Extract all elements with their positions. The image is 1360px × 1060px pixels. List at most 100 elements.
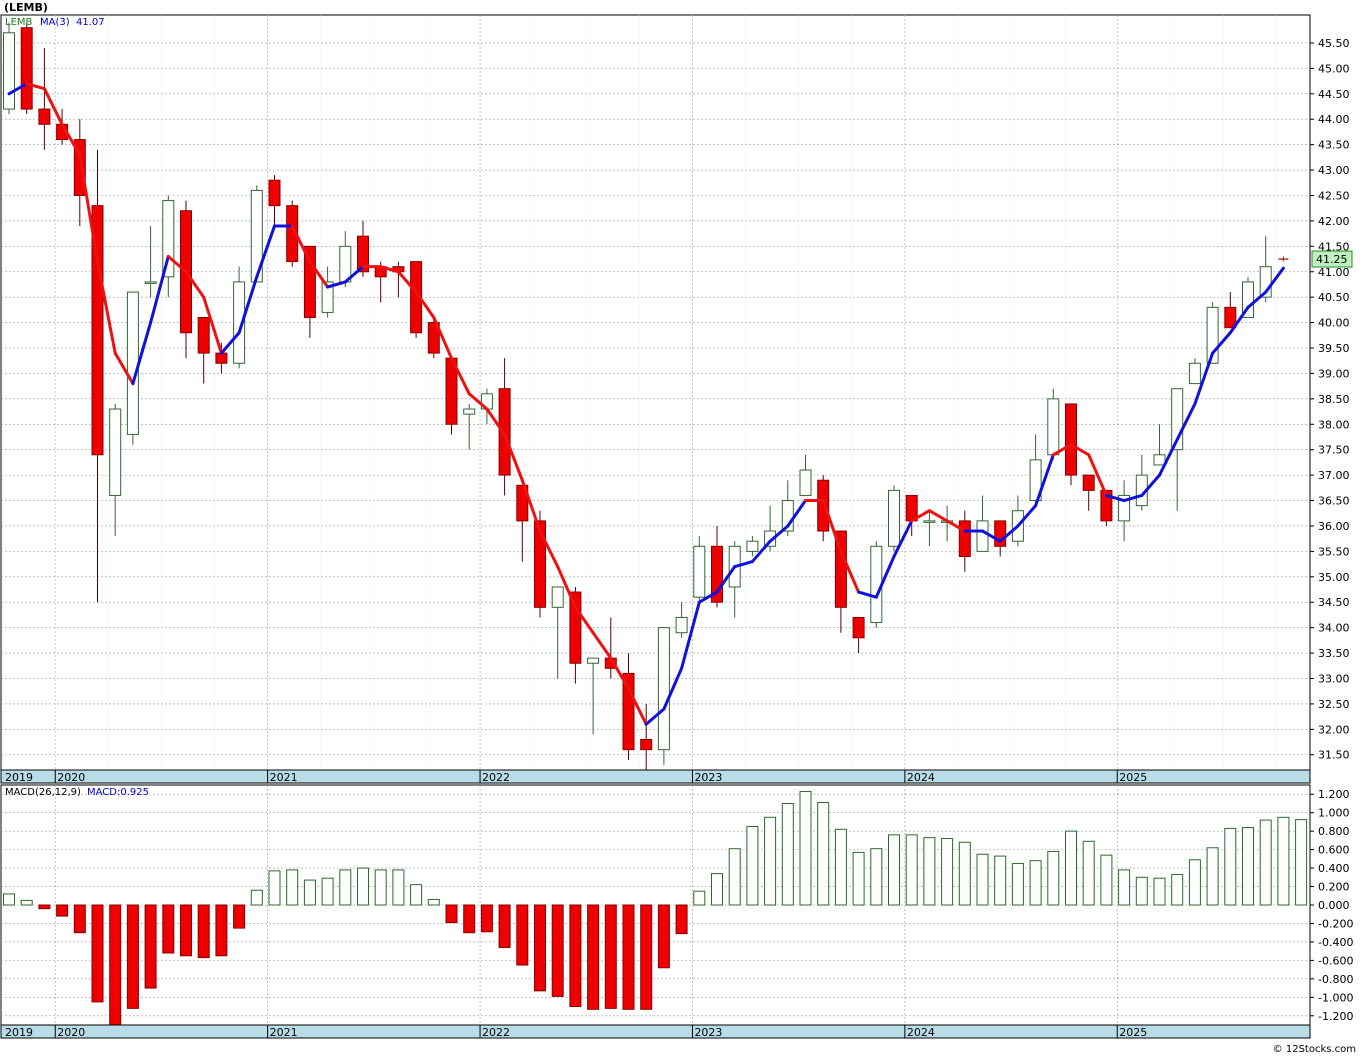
candle-body: [233, 281, 246, 364]
macd-tick-label: 0.600: [1318, 844, 1350, 857]
ma3-line-segment: [202, 295, 223, 355]
candle-body: [587, 657, 600, 664]
price-year-label: 2022: [482, 771, 510, 784]
macd-bar: [1047, 850, 1060, 906]
ma3-line-segment: [1158, 438, 1179, 477]
price-panel: 31.50 32.00 32.50 33.00 33.50 34.00 34.50 35.00…: [0, 14, 1353, 784]
macd-bar: [976, 853, 989, 906]
candle-body: [1029, 459, 1042, 502]
price-tick-label: 32.50: [1318, 698, 1350, 711]
ma3-line-segment: [1246, 290, 1268, 309]
macd-bar: [852, 851, 865, 906]
macd-tick-label: 1.200: [1318, 788, 1350, 801]
ma3-line-segment: [981, 529, 1002, 543]
ma3-line-segment: [432, 316, 453, 360]
price-tick-label: 43.50: [1318, 139, 1350, 152]
ma3-line-segment: [998, 524, 1020, 543]
macd-bar: [604, 904, 617, 1009]
ma3-line-segment: [255, 224, 276, 279]
macd-panel: 1.200 1.000 0.800 0.600 0.400 0.200 0.000 -0.20…: [0, 784, 1353, 1039]
candle-body: [126, 291, 139, 435]
macd-bar: [1206, 847, 1219, 906]
macd-tick-label: -0.600: [1318, 954, 1353, 967]
ma3-line-segment: [1264, 266, 1285, 294]
macd-bar: [357, 867, 369, 906]
ma3-line-segment: [396, 270, 418, 294]
price-tick-label: 41.50: [1318, 240, 1350, 253]
price-tick-label: 37.50: [1318, 444, 1350, 457]
candle-body: [1171, 388, 1184, 451]
macd-bar: [1065, 830, 1077, 906]
macd-bar: [711, 873, 723, 906]
macd-bar: [233, 904, 246, 929]
candle-body: [1100, 489, 1113, 522]
candle-body: [1065, 403, 1077, 476]
macd-bar: [463, 904, 476, 934]
ma3-line-segment: [131, 321, 153, 386]
price-plot-frame: [0, 14, 1311, 771]
ma3-line-segment: [1087, 453, 1108, 497]
ma3-line-segment: [945, 519, 967, 533]
ma3-line-segment: [627, 687, 648, 726]
macd-bar: [1242, 826, 1254, 906]
ma3-line-segment: [60, 122, 82, 157]
price-x-axis-band: [0, 769, 1311, 784]
candle-body: [994, 520, 1007, 547]
candle-body: [38, 108, 51, 125]
macd-bar: [622, 904, 635, 1010]
candle-body: [799, 469, 812, 496]
ma3-line-segment: [78, 153, 99, 264]
price-tick-label: 45.00: [1318, 62, 1350, 75]
ma3-line-segment: [538, 529, 560, 569]
macd-bar: [1029, 860, 1042, 906]
ma3-line-segment: [414, 290, 436, 320]
ma3-line-segment: [1228, 305, 1250, 335]
candle-body: [3, 32, 15, 110]
ma3-line-segment: [166, 254, 188, 274]
candle-body: [693, 545, 706, 598]
candle-body: [91, 205, 104, 456]
ticker-title: (LEMB): [4, 1, 48, 14]
price-tick-label: 32.00: [1318, 723, 1350, 736]
ma3-line-segment: [1211, 331, 1232, 355]
candle-body: [1224, 306, 1237, 329]
price-tick-label: 38.50: [1318, 393, 1350, 406]
macd-bar: [1011, 862, 1024, 906]
macd-bar: [905, 834, 918, 906]
macd-bar: [640, 904, 653, 1010]
price-tick-label: 36.00: [1318, 520, 1350, 533]
ma3-line-segment: [1051, 443, 1073, 457]
macd-bar: [817, 802, 830, 906]
macd-bar: [250, 889, 263, 906]
ma3-line-segment: [1193, 351, 1215, 406]
ma3-line-segment: [910, 509, 931, 523]
macd-bar: [1295, 819, 1308, 906]
macd-bar: [941, 838, 954, 906]
ma3-line-segment: [290, 224, 312, 264]
price-tick-label: 34.50: [1318, 596, 1350, 609]
price-tick-label: 31.50: [1318, 749, 1350, 762]
price-tick-label: 40.50: [1318, 291, 1350, 304]
macd-year-label: 2019: [5, 1026, 33, 1039]
price-tick-label: 34.00: [1318, 622, 1350, 635]
macd-bar: [1259, 819, 1272, 906]
macd-bar: [56, 904, 69, 917]
ma3-line-segment: [149, 254, 170, 325]
ma3-line-segment: [644, 707, 666, 726]
macd-tick-label: -0.400: [1318, 936, 1353, 949]
macd-year-label: 2020: [57, 1026, 85, 1039]
macd-bar: [73, 904, 86, 934]
candle-body: [675, 616, 688, 634]
price-year-label: 2025: [1119, 771, 1147, 784]
macd-bar: [888, 834, 900, 906]
macd-bar: [286, 869, 299, 906]
candle-body: [852, 616, 865, 639]
candle-body: [516, 484, 529, 522]
price-tick-label: 39.00: [1318, 367, 1350, 380]
macd-bar: [339, 869, 352, 906]
macd-bar: [109, 904, 122, 1026]
candle-body: [20, 27, 33, 110]
ma3-line-segment: [697, 590, 719, 604]
price-year-label: 2021: [270, 771, 298, 784]
ma3-line-segment: [715, 565, 737, 594]
